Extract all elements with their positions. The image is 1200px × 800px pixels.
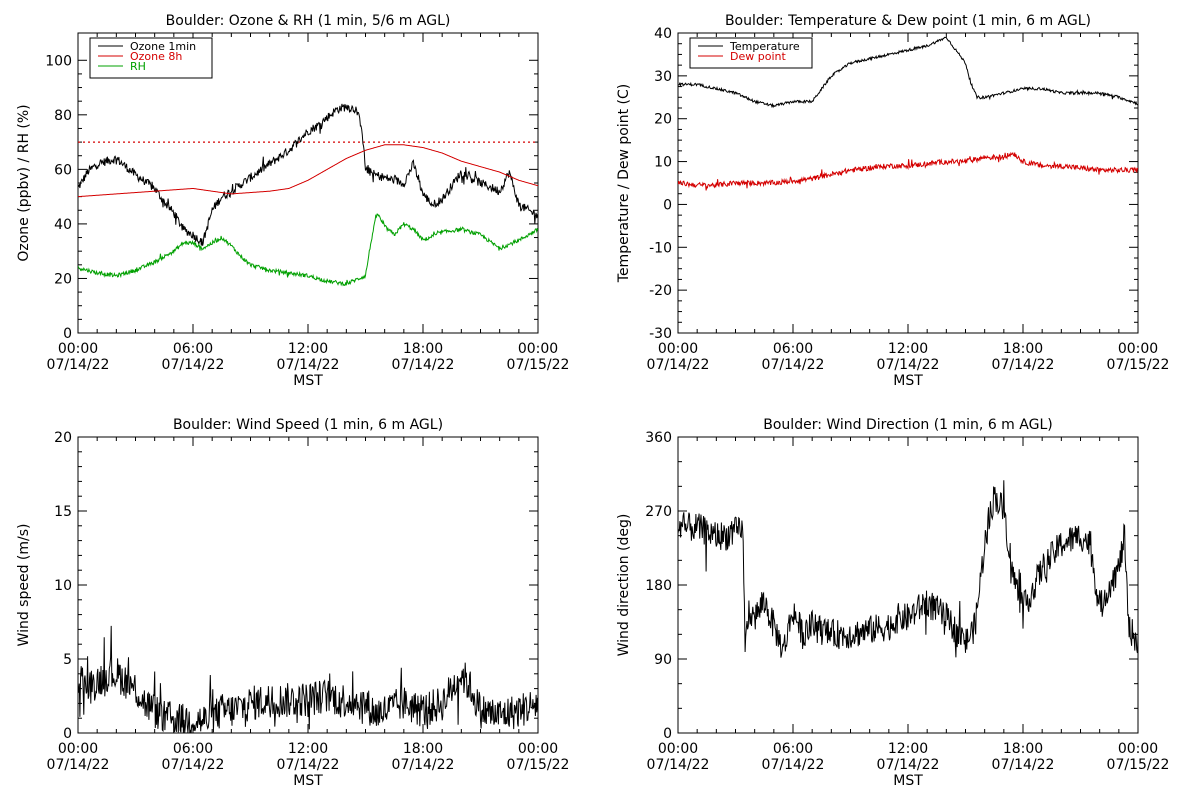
y-tick-label: 20 [54, 271, 72, 287]
series-line-wind-speed [78, 625, 538, 733]
x-tick-date: 07/15/22 [507, 357, 570, 373]
x-tick-time: 12:00 [888, 741, 928, 757]
x-tick-time: 18:00 [1003, 341, 1043, 357]
x-tick-time: 00:00 [1118, 341, 1158, 357]
legend-box [89, 37, 213, 79]
x-tick-time: 06:00 [773, 741, 813, 757]
chart-title: Boulder: Wind Direction (1 min, 6 m AGL) [763, 417, 1052, 433]
x-tick-time: 00:00 [658, 741, 698, 757]
panel-wind-speed: Boulder: Wind Speed (1 min, 6 m AGL) 0 5 10… [16, 417, 569, 789]
y-axis-label: Temperature / Dew point (C) [616, 84, 632, 283]
x-tick-date: 07/15/22 [1107, 357, 1170, 373]
chart-title: Boulder: Wind Speed (1 min, 6 m AGL) [173, 417, 443, 433]
y-tick-label: 0 [63, 726, 72, 742]
series-line-rh [78, 213, 538, 287]
legend-box [689, 37, 813, 69]
x-tick-date: 07/14/22 [992, 357, 1055, 373]
x-tick-time: 06:00 [173, 741, 213, 757]
x-tick-time: 12:00 [888, 341, 928, 357]
x-axis-label: MST [293, 373, 323, 389]
y-tick-label: 10 [654, 155, 672, 171]
y-tick-label: 90 [654, 652, 672, 668]
x-tick-date: 07/14/22 [762, 757, 825, 773]
x-tick-time: 00:00 [58, 341, 98, 357]
series-line-ozone-8h [78, 144, 538, 198]
y-tick-label: 0 [63, 326, 72, 342]
x-tick-time: 18:00 [403, 341, 443, 357]
legend-entry: Ozone 8h [130, 50, 182, 63]
chart-title: Boulder: Temperature & Dew point (1 min,… [725, 13, 1091, 29]
x-tick-date: 07/14/22 [762, 357, 825, 373]
series-line-ozone-1min [78, 103, 538, 246]
series-line-wind-direction [678, 480, 1138, 658]
y-tick-label: 360 [645, 430, 672, 446]
x-tick-time: 00:00 [58, 741, 98, 757]
legend-entry: Ozone 1min [130, 40, 196, 53]
x-axis-label: MST [893, 773, 923, 789]
y-tick-label: 100 [45, 53, 72, 69]
y-tick-label: 20 [654, 112, 672, 128]
x-tick-date: 07/14/22 [162, 757, 225, 773]
x-tick-time: 00:00 [518, 341, 558, 357]
x-tick-date: 07/14/22 [392, 757, 455, 773]
x-tick-date: 07/14/22 [647, 357, 710, 373]
y-tick-label: 10 [54, 578, 72, 594]
x-tick-date: 07/15/22 [507, 757, 570, 773]
y-tick-label: 5 [63, 652, 72, 668]
y-axis-label: Wind direction (deg) [616, 514, 632, 657]
y-tick-label: 30 [654, 69, 672, 85]
x-tick-date: 07/14/22 [47, 757, 110, 773]
y-tick-label: 0 [663, 197, 672, 213]
x-tick-date: 07/15/22 [1107, 757, 1170, 773]
legend-entry: Dew point [730, 50, 786, 63]
y-tick-label: 80 [54, 108, 72, 124]
panel-temperature: Boulder: Temperature & Dew point (1 min,… [616, 13, 1169, 389]
x-tick-date: 07/14/22 [392, 357, 455, 373]
y-tick-label: -20 [649, 283, 672, 299]
x-tick-time: 00:00 [518, 741, 558, 757]
x-tick-date: 07/14/22 [277, 357, 340, 373]
y-axis-label: Wind speed (m/s) [16, 524, 32, 647]
x-tick-time: 12:00 [288, 741, 328, 757]
legend-entry: Temperature [729, 40, 800, 53]
x-tick-date: 07/14/22 [277, 757, 340, 773]
x-tick-date: 07/14/22 [647, 757, 710, 773]
x-tick-time: 00:00 [1118, 741, 1158, 757]
y-tick-label: 40 [54, 217, 72, 233]
y-tick-label: 20 [54, 430, 72, 446]
y-axis-label: Ozone (ppbv) / RH (%) [16, 104, 32, 261]
y-tick-label: 0 [663, 726, 672, 742]
series-line-dew-point [678, 151, 1138, 191]
x-tick-date: 07/14/22 [877, 357, 940, 373]
y-tick-label: 180 [645, 578, 672, 594]
y-tick-label: 270 [645, 504, 672, 520]
x-tick-date: 07/14/22 [162, 357, 225, 373]
panel-wind-direction: Boulder: Wind Direction (1 min, 6 m AGL)… [616, 417, 1169, 789]
legend-entry: RH [130, 60, 146, 73]
plot-frame [677, 436, 1139, 734]
y-tick-label: 40 [654, 26, 672, 42]
x-axis-label: MST [293, 773, 323, 789]
x-axis-label: MST [893, 373, 923, 389]
panel-ozone: Boulder: Ozone & RH (1 min, 5/6 m AGL) 0 2… [16, 13, 569, 389]
x-tick-time: 18:00 [403, 741, 443, 757]
x-tick-time: 06:00 [173, 341, 213, 357]
series-line-temperature [678, 36, 1138, 109]
chart-title: Boulder: Ozone & RH (1 min, 5/6 m AGL) [166, 13, 451, 29]
y-tick-label: -10 [649, 240, 672, 256]
x-tick-time: 06:00 [773, 341, 813, 357]
y-tick-label: 15 [54, 504, 72, 520]
y-tick-label: -30 [649, 326, 672, 342]
x-tick-date: 07/14/22 [877, 757, 940, 773]
y-tick-label: 60 [54, 162, 72, 178]
x-tick-date: 07/14/22 [47, 357, 110, 373]
x-tick-time: 12:00 [288, 341, 328, 357]
x-tick-time: 00:00 [658, 341, 698, 357]
x-tick-time: 18:00 [1003, 741, 1043, 757]
x-tick-date: 07/14/22 [992, 757, 1055, 773]
